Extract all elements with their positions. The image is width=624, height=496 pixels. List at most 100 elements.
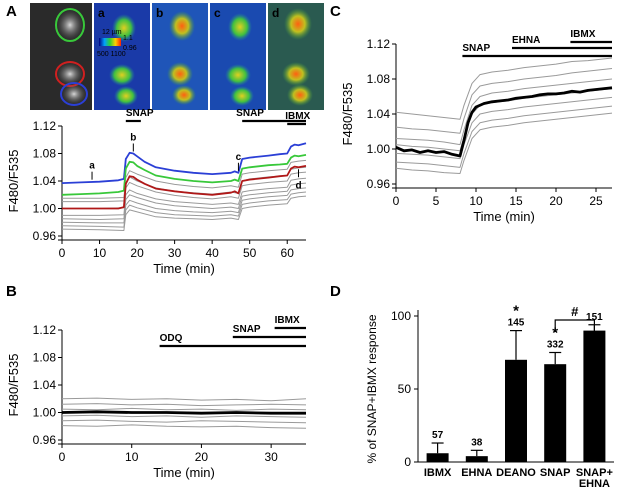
category-label: EHNA [461,467,492,479]
y-tick-label: 1.00 [33,406,57,420]
x-tick-label: 30 [264,450,278,464]
y-tick-label: 0.96 [33,229,57,243]
series-line-grey-5 [395,96,613,160]
x-tick-label: 50 [243,246,257,260]
series-line-mean [395,86,613,158]
image-c-cell [228,13,252,41]
x-axis-title: Time (min) [153,261,215,276]
x-tick-label: 0 [393,194,400,208]
series-line-grey-cell-6 [61,191,307,228]
x-tick-label: 10 [125,450,139,464]
series-line-grey-cell-5 [61,187,307,224]
image-a-cell [109,64,135,86]
y-tick-label: 1.04 [33,378,57,392]
x-tick-label: 25 [589,194,603,208]
panel-letter-D: D [330,283,341,300]
bar-DEANO [505,359,527,462]
image-label-d: d [272,6,279,20]
bar-EHNA [465,456,488,462]
series-line-grey-4 [395,88,613,152]
category-label: EHNA [579,478,610,490]
y-tick-label: 1.00 [33,202,57,216]
y-tick-label: 1.08 [33,147,57,161]
series-line-grey-cell-4 [61,182,307,220]
image-label-a: a [98,6,105,20]
treatment-label: EHNA [512,35,540,46]
series-line-grey-6 [395,105,613,168]
cell-outline-blue [60,82,88,106]
y-tick-label: 1.12 [33,119,57,133]
chart-panel-C: 0.96 1.00 1.04 1.08 1.12 0 5 10 15 20 25 Time (min)… [340,29,613,224]
x-tick-label: 20 [130,246,144,260]
y-tick-label: 1.08 [367,72,391,86]
x-tick-label: 10 [93,246,107,260]
significance-star: * [552,325,558,342]
x-tick-label: 5 [433,194,440,208]
treatment-label: SNAP [236,108,264,119]
x-tick-label: 10 [469,194,483,208]
image-label-c: c [214,6,221,20]
treatment-label: SNAP [462,43,490,54]
image-c-cell [225,64,251,86]
y-tick-label: 0 [404,455,411,469]
image-d-cell [284,8,312,40]
cell-outline-red [55,61,85,87]
y-tick-label: 1.12 [367,37,391,51]
point-marker-label: c [236,152,242,163]
panel-letter-C: C [330,3,341,20]
y-tick-label: 100 [391,309,411,323]
series-line-grey-3 [61,407,307,411]
y-tick-label: 50 [398,382,412,396]
y-axis-title: F480/F535 [6,354,21,417]
bar-SNAP+-EHNA [583,330,606,462]
series-line-red-cell [62,165,307,210]
chart-panel-B: 0.96 1.00 1.04 1.08 1.12 0 10 20 30 Time (min) F48… [6,315,307,480]
treatment-label: IBMX [275,315,300,326]
x-tick-label: 15 [509,194,523,208]
chart-panel-D: 0 50 100 % of SNAP+IBMX response 57 IBMX 38 EHN… [365,303,614,490]
image-b-cell [172,85,196,105]
series-line-grey-2 [61,403,307,407]
point-marker-label: d [295,180,301,191]
x-axis-title: Time (min) [473,209,535,224]
image-a-cell [112,14,136,42]
significance-bracket [554,319,596,332]
panel-letter-B: B [6,283,17,300]
x-tick-label: 40 [205,246,219,260]
x-axis-title: Time (min) [153,465,215,480]
x-tick-label: 0 [59,246,66,260]
image-b-cell [167,62,193,86]
series-line-grey-2 [395,68,613,134]
treatment-label: IBMX [570,29,595,40]
category-label: IBMX [424,467,452,479]
bar-n-label: 151 [586,312,603,323]
image-d-cell [282,62,310,86]
y-tick-label: 0.96 [33,433,57,447]
series-line-blue-cell [61,142,307,184]
y-tick-label: 1.08 [33,351,57,365]
bar-SNAP [544,364,567,462]
significance-hash: # [571,304,579,319]
y-tick-label: 1.04 [33,174,57,188]
category-label: SNAP+ [576,467,613,479]
series-line-grey-5 [61,419,307,424]
treatment-label: IBMX [285,111,310,122]
x-tick-label: 20 [195,450,209,464]
treatment-label: SNAP [233,324,261,335]
point-marker-label: a [89,161,95,172]
treatment-label: SNAP [126,108,154,119]
series-line-grey-1 [395,57,613,120]
x-tick-label: 20 [549,194,563,208]
series-line-grey-4 [61,414,307,418]
chart-panel-A: 0.96 1.00 1.04 1.08 1.12 0 10 20 30 40 50 60 Time (m… [6,108,311,276]
y-tick-label: 1.12 [33,323,57,337]
point-marker-label: b [130,133,136,144]
significance-star: * [513,303,519,320]
series-line-grey-1 [61,397,307,402]
panel-letter-A: A [6,3,17,20]
colorbar-top-label: 1.1 [123,35,133,42]
bar-n-label: 332 [547,340,564,351]
category-label: DEANO [496,467,536,479]
cell-outline-green [55,8,85,42]
